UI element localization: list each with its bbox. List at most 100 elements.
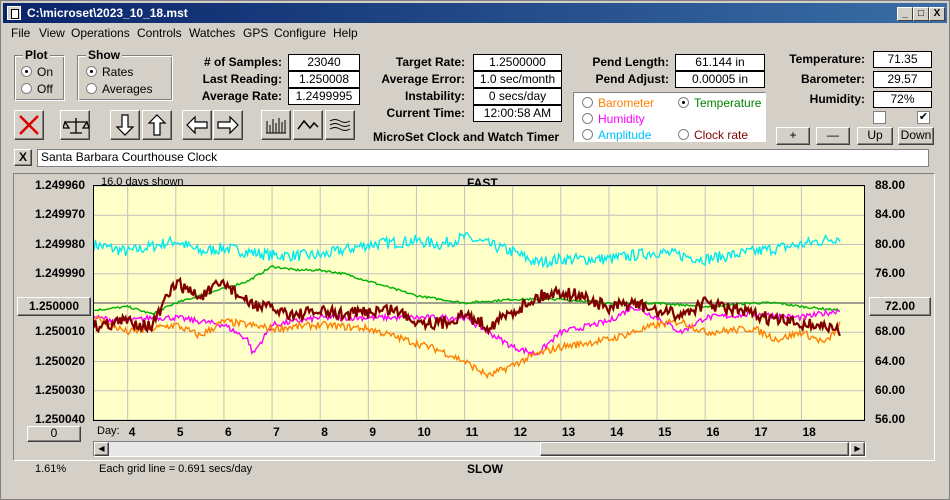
arrow-down-icon bbox=[115, 114, 135, 136]
plot-off-radio[interactable]: Off bbox=[21, 82, 53, 96]
show-group-title: Show bbox=[86, 48, 122, 62]
env-checkbox-2[interactable]: ✔ bbox=[917, 111, 930, 124]
radio-icon bbox=[86, 83, 97, 94]
sensor-amplitude-radio[interactable]: Amplitude bbox=[582, 128, 651, 142]
pend-adjust-label: Pend Adjust: bbox=[595, 72, 669, 86]
graph-panel bbox=[13, 173, 935, 461]
sensor-clockrate-radio[interactable]: Clock rate bbox=[678, 128, 748, 142]
barometer-value: 29.57 bbox=[873, 71, 932, 88]
instability-value: 0 secs/day bbox=[473, 88, 562, 105]
sensor-humidity-radio[interactable]: Humidity bbox=[582, 112, 645, 126]
stop-button[interactable] bbox=[14, 110, 44, 140]
radio-icon bbox=[582, 113, 593, 124]
series-line-barometer bbox=[93, 315, 841, 380]
menu-gps[interactable]: GPS bbox=[243, 26, 269, 40]
menu-view[interactable]: View bbox=[39, 26, 65, 40]
smooth-view-button[interactable] bbox=[325, 110, 355, 140]
scroll-left-button[interactable] bbox=[182, 110, 212, 140]
grid-note-label: Each grid line = 0.691 secs/day bbox=[99, 463, 253, 475]
radio-selected-icon bbox=[21, 66, 32, 77]
rate-down-button[interactable] bbox=[110, 110, 140, 140]
y-left-tick-label: 1.250040 bbox=[34, 412, 85, 426]
app-caption: MicroSet Clock and Watch Timer bbox=[373, 130, 560, 144]
show-averages-label: Averages bbox=[102, 82, 153, 96]
average-rate-label: Average Rate: bbox=[201, 89, 282, 103]
series-line-humidity bbox=[93, 305, 841, 356]
radio-selected-icon bbox=[678, 97, 689, 108]
minimize-button[interactable]: _ bbox=[897, 7, 913, 21]
menu-bar: File View Operations Controls Watches GP… bbox=[3, 24, 947, 42]
maximize-button[interactable]: □ bbox=[913, 7, 929, 21]
balance-button[interactable] bbox=[60, 110, 90, 140]
y-right-tick-label: 88.00 bbox=[875, 178, 906, 192]
day-axis-label: Day: bbox=[97, 425, 120, 437]
horizontal-scrollbar[interactable]: ◀ ▶ bbox=[93, 441, 866, 457]
average-error-label: Average Error: bbox=[381, 72, 465, 86]
x-tick-label: 12 bbox=[513, 425, 528, 439]
plot-group: Plot On Off bbox=[14, 48, 65, 101]
scroll-right-button[interactable] bbox=[213, 110, 243, 140]
menu-configure[interactable]: Configure bbox=[274, 26, 327, 40]
close-button[interactable]: X bbox=[929, 7, 945, 21]
histogram-icon bbox=[266, 118, 286, 134]
x-tick-label: 8 bbox=[321, 425, 328, 439]
arrow-right-icon bbox=[217, 115, 239, 135]
plot-on-radio[interactable]: On bbox=[21, 65, 53, 79]
scroll-thumb[interactable] bbox=[540, 442, 849, 456]
left-center-button[interactable]: 1.250000 bbox=[17, 297, 91, 316]
y-left-tick-label: 1.250020 bbox=[34, 353, 85, 368]
title-bar[interactable]: C:\microset\2023_10_18.mst _ □ X bbox=[3, 3, 947, 23]
y-left-tick-label: 1.250010 bbox=[34, 324, 85, 339]
line-view-button[interactable] bbox=[293, 110, 323, 140]
scroll-left-arrow-icon[interactable]: ◀ bbox=[94, 442, 109, 456]
samples-label: # of Samples: bbox=[203, 55, 282, 69]
right-center-button[interactable]: 72.00 bbox=[869, 297, 931, 316]
radio-icon bbox=[21, 83, 32, 94]
red-x-icon bbox=[19, 115, 39, 135]
show-rates-radio[interactable]: Rates bbox=[86, 65, 133, 79]
temperature-value: 71.35 bbox=[873, 51, 932, 68]
plot-on-label: On bbox=[37, 65, 54, 79]
sensor-amplitude-label: Amplitude bbox=[598, 128, 652, 142]
scroll-up-button[interactable]: Up bbox=[857, 127, 893, 145]
sensor-temperature-radio[interactable]: Temperature bbox=[678, 96, 761, 110]
multi-wave-icon bbox=[329, 119, 351, 131]
clear-name-button[interactable]: X bbox=[14, 149, 32, 166]
radio-selected-icon bbox=[86, 66, 97, 77]
clock-name-field[interactable]: Santa Barbara Courthouse Clock bbox=[37, 149, 929, 167]
x-tick-label: 17 bbox=[754, 425, 768, 439]
y-right-tick-label: 76.00 bbox=[875, 265, 906, 280]
wave-line-icon bbox=[297, 119, 319, 130]
show-averages-radio[interactable]: Averages bbox=[86, 82, 152, 96]
balance-scale-icon bbox=[63, 118, 89, 134]
x-tick-label: 5 bbox=[176, 425, 184, 439]
x-tick-label: 16 bbox=[706, 425, 720, 439]
offset-button[interactable]: 0 bbox=[27, 426, 81, 442]
last-reading-label: Last Reading: bbox=[202, 72, 282, 86]
x-tick-label: 7 bbox=[273, 425, 280, 439]
menu-file[interactable]: File bbox=[11, 26, 31, 40]
pend-length-value: 61.144 in bbox=[675, 54, 765, 71]
plot-group-title: Plot bbox=[23, 48, 50, 62]
menu-controls[interactable]: Controls bbox=[137, 26, 182, 40]
menu-watches[interactable]: Watches bbox=[189, 26, 236, 40]
last-reading-value: 1.250008 bbox=[288, 71, 360, 88]
sensor-barometer-radio[interactable]: Barometer bbox=[582, 96, 654, 110]
rate-up-button[interactable] bbox=[142, 110, 172, 140]
scroll-right-arrow-icon[interactable]: ▶ bbox=[850, 442, 865, 456]
app-icon[interactable] bbox=[7, 6, 21, 20]
scale-plus-button[interactable]: + bbox=[776, 127, 810, 145]
barometer-label: Barometer: bbox=[800, 72, 865, 86]
samples-value: 23040 bbox=[288, 54, 360, 71]
scale-minus-button[interactable]: — bbox=[816, 127, 850, 145]
scroll-down-button[interactable]: Down bbox=[898, 127, 934, 145]
menu-help[interactable]: Help bbox=[333, 26, 358, 40]
bar-view-button[interactable] bbox=[261, 110, 291, 140]
average-error-value: 1.0 sec/month bbox=[473, 71, 562, 88]
env-checkbox-1[interactable] bbox=[873, 111, 886, 124]
plot-area bbox=[92, 185, 865, 421]
radio-icon bbox=[582, 97, 593, 108]
radio-icon bbox=[582, 129, 593, 140]
temperature-label: Temperature: bbox=[789, 52, 865, 66]
menu-operations[interactable]: Operations bbox=[71, 26, 130, 40]
